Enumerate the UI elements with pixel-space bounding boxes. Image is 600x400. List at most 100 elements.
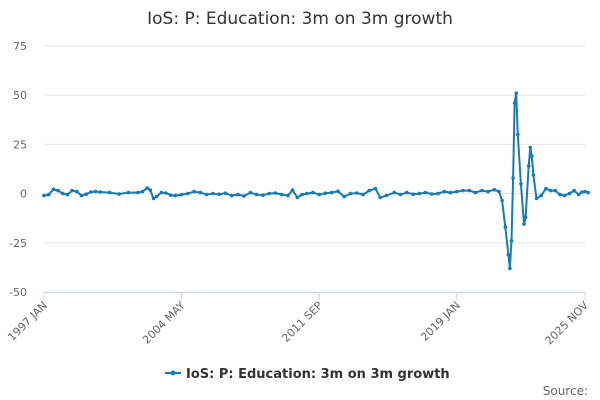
data-point[interactable] [164, 191, 168, 195]
data-point[interactable] [534, 196, 539, 201]
data-point[interactable] [46, 192, 51, 197]
data-point[interactable] [229, 193, 234, 198]
data-point[interactable] [500, 198, 504, 203]
data-point[interactable] [145, 186, 149, 190]
data-point[interactable] [236, 192, 240, 197]
data-point[interactable] [522, 222, 526, 226]
data-point[interactable] [342, 194, 347, 199]
data-point[interactable] [361, 192, 365, 197]
data-point[interactable] [544, 186, 548, 191]
data-point[interactable] [279, 192, 284, 197]
data-point[interactable] [311, 190, 315, 195]
data-point[interactable] [70, 188, 74, 193]
data-point[interactable] [423, 190, 428, 195]
data-point[interactable] [367, 188, 372, 193]
data-point[interactable] [295, 195, 300, 200]
data-point[interactable] [348, 191, 353, 196]
data-point[interactable] [336, 189, 340, 193]
data-point[interactable] [89, 190, 93, 194]
data-point[interactable] [354, 191, 359, 195]
data-point[interactable] [384, 193, 389, 198]
series-line[interactable] [43, 92, 589, 270]
data-point[interactable] [576, 192, 581, 197]
data-point[interactable] [168, 193, 173, 197]
data-point[interactable] [514, 91, 518, 95]
data-point[interactable] [548, 188, 553, 193]
data-point[interactable] [242, 194, 246, 198]
data-point[interactable] [461, 188, 465, 193]
data-point[interactable] [254, 192, 259, 197]
data-point[interactable] [323, 191, 328, 195]
data-point[interactable] [567, 191, 572, 196]
data-point[interactable] [392, 190, 397, 195]
data-point[interactable] [179, 192, 184, 197]
legend[interactable]: IoS: P: Education: 3m on 3m growth [165, 367, 450, 382]
data-point[interactable] [198, 190, 203, 195]
data-point[interactable] [304, 191, 309, 196]
data-point[interactable] [217, 192, 221, 196]
data-point[interactable] [56, 188, 60, 193]
series-points[interactable] [42, 91, 590, 271]
data-point[interactable] [75, 189, 79, 194]
data-point[interactable] [267, 191, 272, 196]
data-point[interactable] [512, 101, 517, 105]
data-point[interactable] [148, 188, 153, 192]
data-point[interactable] [526, 164, 531, 168]
data-point[interactable] [480, 188, 484, 193]
data-point[interactable] [473, 190, 478, 195]
data-point[interactable] [539, 193, 543, 198]
data-point[interactable] [506, 252, 511, 257]
data-point[interactable] [467, 188, 472, 193]
data-point[interactable] [204, 192, 209, 197]
data-point[interactable] [455, 189, 459, 194]
data-point[interactable] [583, 189, 587, 194]
data-point[interactable] [51, 187, 56, 192]
data-point[interactable] [572, 188, 576, 193]
data-point[interactable] [248, 190, 253, 195]
data-point[interactable] [373, 186, 378, 191]
data-point[interactable] [154, 194, 159, 199]
data-point[interactable] [151, 196, 156, 201]
data-point[interactable] [136, 190, 140, 195]
data-point[interactable] [417, 191, 422, 196]
data-point[interactable] [79, 193, 84, 198]
data-point[interactable] [93, 189, 98, 194]
data-point[interactable] [448, 190, 453, 195]
data-point[interactable] [519, 182, 523, 186]
data-point[interactable] [329, 190, 334, 195]
data-point[interactable] [486, 189, 490, 194]
data-point[interactable] [509, 239, 514, 243]
data-point[interactable] [442, 189, 447, 194]
data-point[interactable] [531, 173, 536, 177]
data-point[interactable] [436, 191, 440, 196]
data-point[interactable] [126, 190, 131, 195]
data-point[interactable] [511, 176, 515, 180]
data-point[interactable] [492, 187, 497, 192]
data-point[interactable] [186, 191, 190, 196]
data-point[interactable] [84, 192, 88, 196]
data-point[interactable] [300, 192, 304, 197]
data-point[interactable] [558, 192, 562, 197]
data-point[interactable] [405, 190, 409, 195]
data-point[interactable] [497, 189, 501, 194]
data-point[interactable] [107, 190, 112, 195]
data-point[interactable] [65, 192, 70, 197]
data-point[interactable] [508, 266, 512, 271]
legend-label[interactable]: IoS: P: Education: 3m on 3m growth [186, 367, 450, 382]
data-point[interactable] [98, 190, 103, 194]
data-point[interactable] [42, 193, 46, 198]
data-point[interactable] [523, 215, 528, 219]
data-point[interactable] [286, 193, 290, 198]
data-point[interactable] [140, 189, 145, 194]
data-point[interactable] [117, 192, 121, 196]
data-point[interactable] [411, 192, 415, 196]
data-point[interactable] [261, 193, 265, 197]
data-point[interactable] [192, 189, 196, 194]
data-point[interactable] [290, 188, 295, 192]
data-point[interactable] [273, 191, 278, 195]
data-point[interactable] [223, 191, 228, 195]
data-point[interactable] [211, 191, 215, 196]
data-point[interactable] [553, 188, 558, 193]
source-credit[interactable]: Source: [543, 384, 588, 398]
data-point[interactable] [173, 193, 178, 198]
